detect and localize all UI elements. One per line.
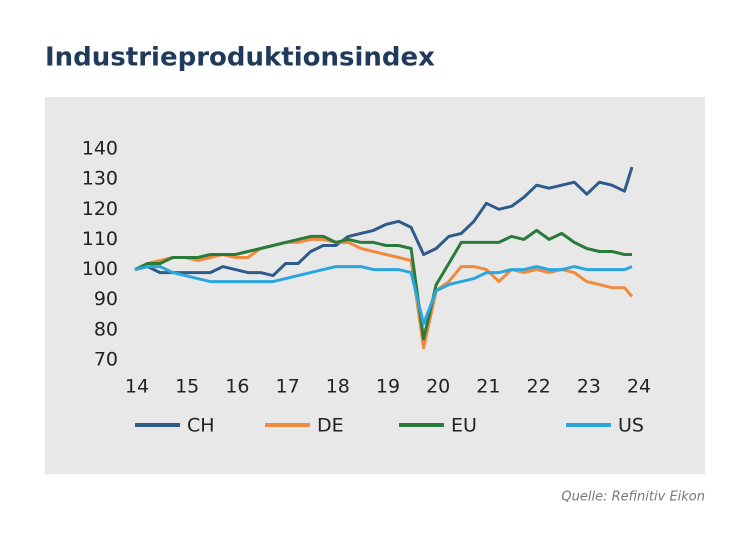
y-tick-label: 110: [82, 228, 118, 250]
x-tick-label: 17: [276, 376, 300, 398]
legend-label: US: [618, 415, 644, 437]
x-tick-label: 16: [225, 376, 249, 398]
legend-label: EU: [451, 415, 477, 437]
y-tick-label: 80: [94, 318, 118, 340]
y-tick-label: 140: [82, 138, 118, 160]
chart-title: Industrieproduktionsindex: [45, 43, 435, 73]
x-tick-label: 18: [326, 376, 350, 398]
x-tick-label: 21: [476, 376, 500, 398]
x-tick-label: 24: [627, 376, 651, 398]
data-line: [134, 166, 634, 278]
chart-panel: [45, 97, 705, 474]
y-tick-label: 100: [82, 258, 118, 280]
x-tick-label: 20: [426, 376, 450, 398]
y-tick-label: 130: [82, 168, 118, 190]
legend-label: DE: [317, 415, 344, 437]
y-tick-label: 70: [94, 349, 118, 371]
legend-label: CH: [187, 415, 215, 437]
x-tick-label: 19: [376, 376, 400, 398]
y-tick-label: 90: [94, 288, 118, 310]
source-note: Quelle: Refinitiv Eikon: [561, 490, 705, 505]
x-tick-label: 23: [577, 376, 601, 398]
data-line: [134, 228, 632, 341]
x-tick-label: 22: [527, 376, 551, 398]
y-tick-label: 120: [82, 198, 118, 220]
x-tick-label: 14: [125, 376, 149, 398]
data-line: [134, 265, 633, 326]
x-tick-label: 15: [175, 376, 199, 398]
